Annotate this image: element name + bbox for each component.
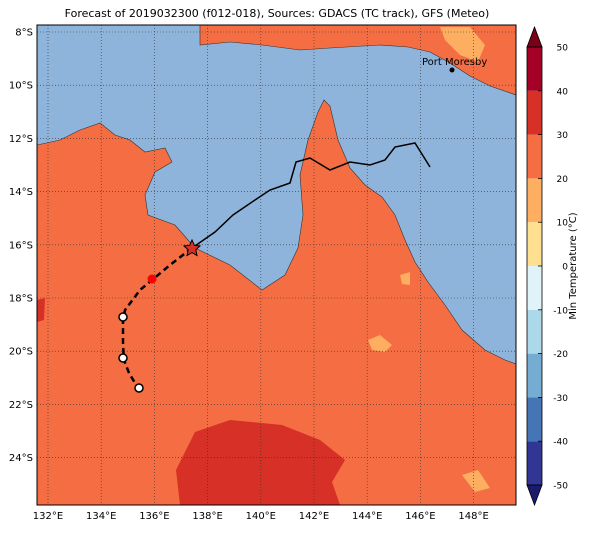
latitude-label: 22°S [9,400,33,411]
colorbar-tick-label: 20 [557,175,569,185]
colorbar-extend [526,484,543,507]
colorbar: -50 -40 -30 -20 -10 0 10 20 30 40 50 [526,25,569,507]
warm-patch [462,470,490,492]
longitude-label: 144°E [352,511,382,522]
longitude-label: 148°E [458,511,488,522]
longitude-label: 140°E [246,511,276,522]
colorbar-tick-label: 40 [557,87,569,97]
latitude-label: 12°S [9,134,33,145]
colorbar-band [527,397,542,442]
track-point [118,312,128,322]
warm-patch [400,272,410,285]
track-point [118,353,128,363]
latitude-label: 10°S [9,81,33,92]
hot-region [37,298,45,322]
colorbar-band [527,134,542,179]
colorbar-band [527,266,542,310]
new-guinea [199,25,516,96]
longitude-label: 138°E [192,511,222,522]
colorbar-extend [526,25,543,48]
latitude-label: 16°S [9,240,33,251]
colorbar-band [527,309,542,354]
colorbar-tick-label: -50 [553,482,568,492]
longitude-label: 134°E [86,511,116,522]
colorbar-label: Min Temperature (°C) [568,212,579,319]
latitude-label: 20°S [9,347,33,358]
colorbar-band [527,353,542,398]
latitude-label: 24°S [9,453,33,464]
colorbar-tick-label: -20 [553,350,568,360]
storm-star [182,238,202,257]
longitude-label: 132°E [33,511,63,522]
colorbar-band [527,178,542,223]
map-frame [36,24,517,506]
colorbar-tick-label: 0 [562,263,568,273]
warm-patch [368,335,392,352]
city-label: Port Moresby [422,57,487,68]
track-forecast [191,142,431,249]
longitude-label: 136°E [139,511,169,522]
colorbar-tick-label: -40 [553,438,568,448]
hot-region [176,420,345,505]
map-title: Forecast of 2019032300 (f012-018), Sourc… [65,7,490,20]
colorbar-band [527,441,542,485]
warm-patch [440,27,485,62]
colorbar-tick-label: 10 [557,219,569,229]
australia [37,99,516,505]
colorbar-band [527,222,542,266]
track-point [147,274,157,284]
colorbar-tick-label: -10 [553,306,568,316]
colorbar-band [527,47,542,91]
longitude-label: 146°E [405,511,435,522]
track-point [134,383,144,393]
graticule [37,25,516,505]
latitude-label: 8°S [15,28,33,39]
longitude-label: 142°E [299,511,329,522]
colorbar-band [527,90,542,135]
latitude-label: 18°S [9,294,33,305]
latitude-label: 14°S [9,187,33,198]
colorbar-tick-label: 30 [557,131,569,141]
colorbar-tick-label: 50 [557,44,569,54]
colorbar-tick-label: -30 [553,394,568,404]
city-marker [449,67,455,73]
map: Port Moresby [37,25,516,505]
